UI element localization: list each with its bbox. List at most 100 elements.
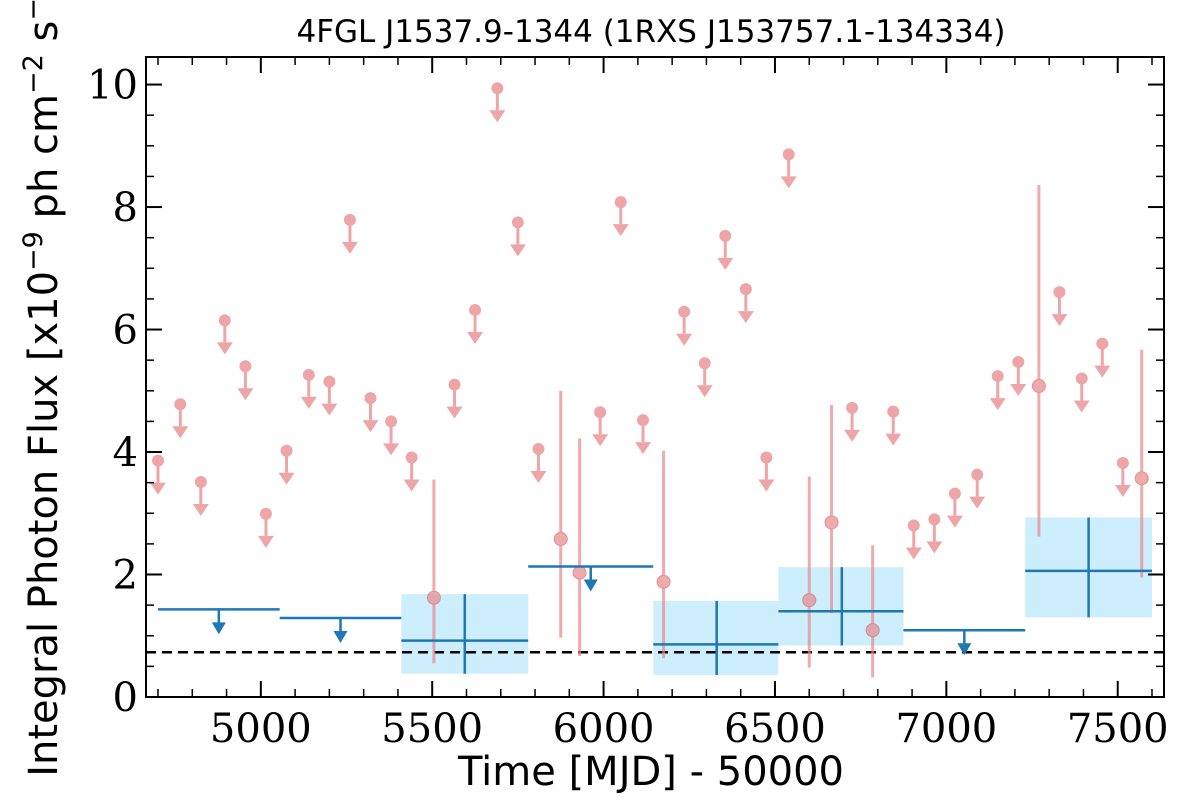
short-bin-upper-limit-21	[676, 305, 693, 346]
short-bin-upper-limit-arrow-7	[300, 396, 317, 409]
x-tick-label: 5500	[381, 706, 483, 752]
short-bin-detection-5	[824, 404, 839, 614]
short-bin-upper-limit-arrow-22	[696, 385, 713, 398]
short-bin-upper-limit-arrow-6	[278, 472, 295, 485]
short-bin-point-5	[824, 515, 839, 530]
short-bin-upper-limit-28	[885, 405, 902, 446]
short-bin-upper-limit-37	[1094, 337, 1111, 378]
short-bin-upper-limit-arrow-31	[946, 515, 963, 528]
short-bin-upper-limit-30	[926, 513, 943, 554]
short-bin-upper-limit-arrow-4	[237, 388, 254, 401]
short-bin-upper-limit-33	[989, 370, 1006, 411]
short-bin-upper-limit-marker-37	[1096, 337, 1109, 350]
short-bin-upper-limit-arrow-18	[592, 434, 609, 447]
short-bin-upper-limit-marker-13	[448, 378, 461, 391]
long-bin-upper-limit-2	[528, 565, 654, 592]
y-tick-label: 4	[113, 430, 138, 476]
short-bin-upper-limit-marker-35	[1053, 286, 1066, 299]
short-bin-upper-limit-marker-33	[991, 370, 1004, 383]
long-bin-detection-3	[1025, 517, 1153, 618]
short-bin-upper-limit-marker-14	[469, 303, 482, 316]
short-bin-upper-limit-arrow-21	[676, 333, 693, 346]
short-bin-upper-limit-marker-29	[907, 519, 920, 532]
short-bin-upper-limit-marker-38	[1116, 457, 1129, 470]
short-bin-upper-limit-marker-7	[302, 368, 315, 381]
short-bin-point-7	[1031, 378, 1046, 393]
short-bin-upper-limit-arrow-38	[1114, 485, 1131, 498]
short-bin-upper-limit-0	[149, 454, 166, 495]
short-bin-upper-limit-marker-6	[280, 444, 293, 457]
short-bin-upper-limit-marker-2	[194, 476, 207, 489]
y-tick-label: 8	[113, 185, 138, 231]
short-bin-upper-limit-5	[257, 507, 274, 548]
short-bin-upper-limit-arrow-29	[905, 547, 922, 560]
long-bin-upper-limit-arrow-3	[957, 643, 972, 656]
short-bin-upper-limit-23	[717, 229, 734, 270]
short-bin-upper-limit-arrow-17	[530, 470, 547, 483]
short-bin-upper-limit-18	[592, 406, 609, 447]
short-bin-upper-limit-arrow-0	[149, 482, 166, 495]
chart-title: 4FGL J1537.9-1344 (1RXS J153757.1-134334…	[296, 14, 1005, 50]
short-bin-upper-limit-10	[362, 392, 379, 433]
short-bin-upper-limit-25	[758, 451, 775, 492]
short-bin-upper-limit-arrow-34	[1010, 383, 1027, 396]
short-bin-upper-limit-arrow-30	[926, 541, 943, 554]
short-bin-point-6	[865, 623, 880, 638]
short-bin-upper-limit-marker-12	[405, 451, 418, 464]
short-bin-upper-limit-6	[278, 444, 295, 485]
short-bin-upper-limit-arrow-1	[172, 426, 189, 439]
short-bin-upper-limit-11	[383, 415, 400, 456]
y-tick-label: 10	[87, 63, 138, 109]
short-bin-upper-limit-marker-22	[698, 357, 711, 370]
short-bin-upper-limit-marker-4	[239, 360, 252, 373]
long-bin-detection-2	[778, 567, 904, 646]
short-bin-point-2	[572, 565, 587, 580]
short-bin-upper-limit-3	[216, 314, 233, 355]
short-bin-upper-limit-7	[300, 368, 317, 409]
short-bin-upper-limit-arrow-26	[780, 176, 797, 189]
short-bin-upper-limit-marker-27	[846, 401, 859, 414]
short-bin-upper-limit-marker-32	[971, 468, 984, 481]
short-bin-upper-limit-arrow-20	[635, 442, 652, 455]
short-bin-upper-limit-24	[737, 283, 754, 324]
short-bin-upper-limit-arrow-27	[844, 429, 861, 442]
short-bin-upper-limit-13	[446, 378, 463, 419]
short-bin-detection-1	[553, 390, 568, 638]
short-bin-upper-limit-marker-3	[218, 314, 231, 327]
short-bin-upper-limit-arrow-9	[341, 241, 358, 254]
short-bin-upper-limit-arrow-37	[1094, 365, 1111, 378]
short-bin-upper-limit-arrow-33	[989, 398, 1006, 411]
y-tick-label: 2	[113, 553, 138, 599]
short-bin-upper-limit-arrow-23	[717, 257, 734, 270]
long-bin-detection-0	[401, 594, 529, 674]
short-bin-upper-limit-32	[969, 468, 986, 509]
short-bin-upper-limit-arrow-13	[446, 406, 463, 419]
short-bin-upper-limit-17	[530, 442, 547, 483]
short-bin-upper-limit-marker-28	[887, 405, 900, 418]
short-bin-upper-limit-34	[1010, 355, 1027, 396]
short-bin-upper-limit-arrow-32	[969, 496, 986, 509]
x-axis-label: Time [MJD] - 50000	[457, 749, 844, 795]
short-bin-upper-limit-marker-19	[614, 196, 627, 209]
short-bin-upper-limit-marker-1	[174, 398, 187, 411]
short-bin-upper-limit-arrow-2	[192, 504, 209, 517]
plot-frame	[145, 56, 1165, 698]
short-bin-detection-7	[1031, 185, 1046, 537]
short-bin-point-1	[553, 531, 568, 546]
x-tick-label: 7000	[895, 706, 997, 752]
short-bin-point-0	[426, 590, 441, 605]
short-bin-upper-limit-arrow-10	[362, 420, 379, 433]
short-bin-upper-limit-arrow-16	[509, 244, 526, 257]
short-bin-point-3	[656, 574, 671, 589]
short-bin-upper-limit-marker-36	[1075, 372, 1088, 385]
short-bin-upper-limit-marker-26	[782, 148, 795, 161]
short-bin-upper-limit-arrow-35	[1051, 314, 1068, 327]
short-bin-upper-limit-arrow-15	[489, 110, 506, 123]
short-bin-upper-limit-1	[172, 398, 189, 439]
short-bin-upper-limit-arrow-8	[321, 403, 338, 416]
short-bin-upper-limit-marker-0	[151, 454, 164, 467]
x-tick-label: 5000	[210, 706, 312, 752]
short-bin-upper-limit-marker-30	[928, 513, 941, 526]
short-bin-upper-limit-marker-25	[760, 451, 773, 464]
